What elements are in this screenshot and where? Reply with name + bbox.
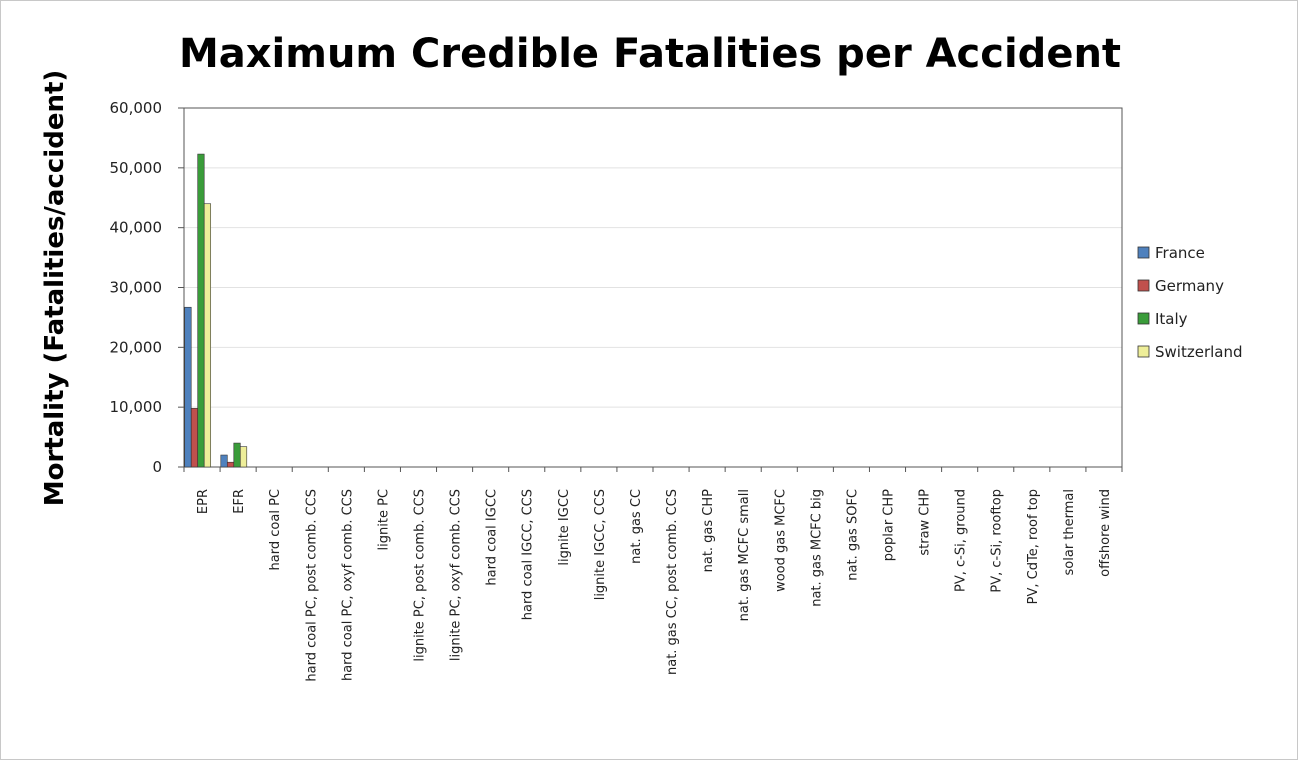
y-tick-label: 30,000 <box>110 279 163 297</box>
x-tick-label: lignite PC, post comb. CCS <box>413 489 428 662</box>
x-tick-label: solar thermal <box>1062 489 1077 575</box>
bar-italy-1 <box>233 442 241 468</box>
legend-swatch-germany <box>1137 279 1150 292</box>
bar-germany-1 <box>226 461 235 468</box>
x-tick-label: EPR <box>196 489 211 514</box>
legend-swatch-france <box>1137 246 1150 259</box>
x-tick-label: hard coal IGCC, CCS <box>521 489 536 620</box>
y-tick-label: 20,000 <box>110 338 163 356</box>
x-tick-label: offshore wind <box>1098 489 1113 577</box>
x-tick-label: hard coal IGCC <box>485 489 500 586</box>
x-tick-label: nat. gas MCFC big <box>809 489 824 607</box>
x-tick-label: wood gas MCFC <box>773 489 788 592</box>
legend: France Germany Italy Switzerland <box>1137 244 1243 361</box>
x-tick-label: hard coal PC, oxyf comb. CCS <box>340 489 355 681</box>
bar-switzerland-1 <box>239 446 248 468</box>
bar-france-0 <box>184 306 192 468</box>
bar-germany-0 <box>190 408 199 468</box>
y-tick-label: 40,000 <box>110 219 163 237</box>
x-axis-ticks: EPR EFR hard coal PC hard coal PC, post com… <box>183 467 1123 682</box>
bar-france-1 <box>220 454 228 468</box>
y-tick-label: 0 <box>152 458 162 476</box>
x-tick-label: lignite IGCC, CCS <box>593 489 608 600</box>
legend-label-germany: Germany <box>1155 277 1224 295</box>
x-tick-label: hard coal PC <box>268 489 283 570</box>
x-tick-label: nat. gas CC <box>629 489 644 564</box>
x-tick-label: nat. gas SOFC <box>845 489 860 581</box>
bar-switzerland-0 <box>203 203 212 468</box>
x-tick-label: poplar CHP <box>882 489 897 561</box>
x-tick-label: hard coal PC, post comb. CCS <box>304 489 319 682</box>
x-tick-label: EFR <box>232 489 247 514</box>
x-tick-label: PV, c-Si, ground <box>954 489 969 592</box>
bars <box>184 153 248 468</box>
y-tick-label: 10,000 <box>110 398 163 416</box>
legend-swatch-italy <box>1137 312 1150 325</box>
x-tick-label: PV, c-Si, rooftop <box>990 489 1005 593</box>
x-tick-label: nat. gas CC, post comb. CCS <box>665 489 680 675</box>
bar-italy-0 <box>197 153 205 468</box>
legend-label-switzerland: Switzerland <box>1155 343 1243 361</box>
x-tick-label: lignite PC, oxyf comb. CCS <box>449 489 464 661</box>
legend-swatch-switzerland <box>1137 345 1150 358</box>
x-tick-label: straw CHP <box>918 489 933 556</box>
y-axis-ticks: 0 10,000 20,000 30,000 40,000 50,000 60,000 <box>110 99 184 476</box>
x-tick-label: nat. gas MCFC small <box>737 489 752 621</box>
legend-label-italy: Italy <box>1155 310 1188 328</box>
y-tick-label: 60,000 <box>110 99 163 117</box>
y-axis-label: Mortality (Fatalities/accident) <box>40 70 70 507</box>
x-tick-label: lignite PC <box>376 489 391 550</box>
y-tick-label: 50,000 <box>110 159 163 177</box>
x-tick-label: nat. gas CHP <box>701 489 716 573</box>
x-tick-label: PV, CdTe, roof top <box>1026 489 1041 604</box>
x-tick-label: lignite IGCC <box>557 489 572 566</box>
gridlines <box>184 167 1122 408</box>
chart-title: Maximum Credible Fatalities per Accident <box>179 31 1121 77</box>
legend-label-france: France <box>1155 244 1205 262</box>
